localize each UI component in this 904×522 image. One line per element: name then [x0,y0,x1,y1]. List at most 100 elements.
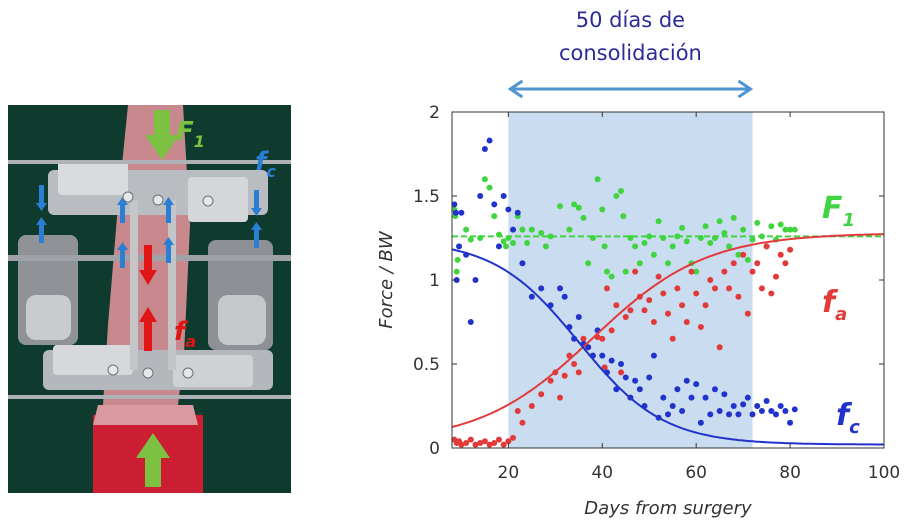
lower-clamp-block-right [173,355,253,387]
point-fc [608,357,615,364]
point-fa [477,439,484,446]
point-fa [702,302,709,309]
point-fc [697,419,704,426]
point-fa [665,310,671,317]
point-F1 [481,176,488,183]
x-tick-label: 40 [591,463,613,483]
point-fa [711,285,718,292]
data-points [451,137,798,448]
arrow-head-right [737,79,754,99]
point-fc [674,386,681,393]
y-tick-label: 2 [429,103,440,123]
point-F1 [716,218,723,225]
point-F1 [622,268,629,275]
point-fa [495,436,502,443]
series-label-F1: F1 [822,191,855,231]
point-F1 [655,218,662,225]
point-fa [472,441,479,448]
point-fa [514,408,521,415]
point-fa [481,438,488,445]
point-F1 [702,223,709,230]
point-fc [707,411,714,418]
point-fc [632,377,639,384]
point-fa [557,394,563,401]
point-fa [646,297,653,304]
green-arrow-bottom [136,433,170,487]
point-fc [683,377,690,384]
point-fc [599,352,606,359]
point-F1 [463,226,470,233]
point-fc [749,411,756,418]
fit-curve-fa [451,233,884,428]
point-fc [740,401,747,408]
point-F1 [547,233,554,240]
upper-clamp-block-right [188,177,248,222]
right-module-cylinder [218,295,266,345]
point-fa [683,319,690,325]
red-arrow-down [139,245,157,285]
point-F1 [693,268,700,275]
point-F1 [603,268,610,275]
point-F1 [453,268,460,275]
point-fa [491,439,498,446]
rod-left [130,200,138,370]
point-fc [458,209,465,216]
point-F1 [467,236,474,243]
point-fc [669,403,676,409]
point-F1 [787,226,794,233]
point-fc [585,344,592,351]
point-fc [650,352,657,359]
point-fa [627,307,634,314]
axis-ticks: 20 40 60 80 100 0 0.5 1 1.5 2 [413,103,900,483]
point-fc [514,209,521,216]
point-F1 [594,176,601,183]
point-fa [693,290,700,297]
point-fa [730,260,737,267]
point-fa [622,313,629,320]
point-fa [608,327,615,334]
force-chart: 50 días de consolidación 20 40 60 80 100 0 0.5… [376,8,900,519]
fit-curve-fc [451,248,884,446]
point-F1 [510,240,517,247]
point-fa [744,310,751,317]
point-fc [716,408,723,415]
point-F1 [768,223,775,230]
point-F1 [519,226,526,233]
point-fc [500,193,507,199]
point-fa [575,369,582,376]
point-fa [773,273,779,280]
point-F1 [683,238,690,245]
chart-title-line2: consolidación [559,41,702,65]
point-fc [773,411,779,418]
point-fc [702,394,709,401]
x-tick-label: 100 [868,463,900,483]
point-fc [481,145,488,152]
point-fa [528,403,535,409]
lower-clamp-block-left [53,345,133,375]
y-tick-label: 0.5 [413,355,440,375]
point-F1 [454,256,461,263]
point-fc [477,193,484,199]
point-fc [791,406,798,413]
point-fc [451,201,458,208]
point-fc [618,361,625,367]
arrow-head-left [507,79,524,99]
chart-title-line1: 50 días de [576,8,685,32]
point-F1 [754,219,761,226]
point-fa [655,273,662,280]
point-fa [561,372,568,379]
point-F1 [749,236,756,243]
point-fa [601,364,608,371]
point-F1 [601,243,608,250]
point-fc [622,374,629,381]
point-fa [547,377,554,384]
point-F1 [632,243,639,250]
point-fa [650,319,657,325]
point-fa [768,290,775,297]
point-F1 [608,273,615,280]
x-tick-label: 80 [779,463,801,483]
y-tick-label: 0 [429,439,440,459]
point-fc [519,260,526,267]
point-F1 [618,187,625,194]
bottom-rod [8,395,291,399]
